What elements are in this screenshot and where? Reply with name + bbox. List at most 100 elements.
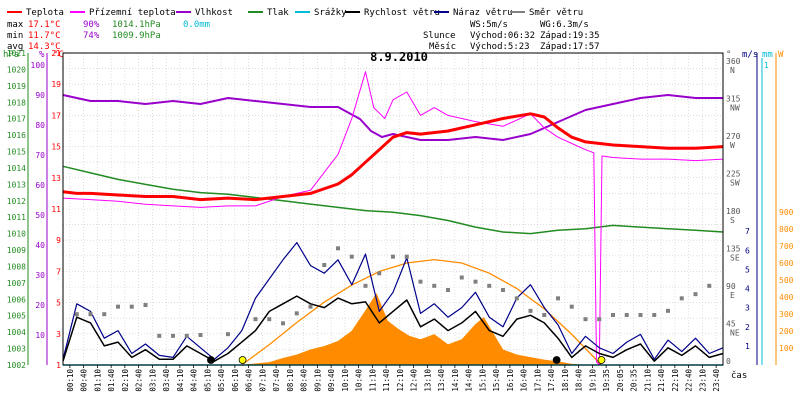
series-wind-dir-point bbox=[473, 279, 478, 284]
x-tick-label: 10:10 bbox=[341, 369, 350, 392]
legend: Teplota Přízemní teplota Vlhkost Tlak Srážky… bbox=[7, 8, 583, 18]
x-tick-label: 12:40 bbox=[410, 369, 419, 392]
x-tick-label: 04:40 bbox=[190, 369, 199, 392]
axis-pct-label: % bbox=[39, 50, 45, 60]
axis-temp-tick: 11 bbox=[51, 205, 61, 214]
axis-hpa-label: hPa bbox=[3, 50, 19, 60]
x-tick-label: 02:40 bbox=[135, 369, 144, 392]
series-wind-dir-point bbox=[253, 317, 258, 322]
series-radiation-area bbox=[241, 293, 586, 366]
stats-max-hum: 90% bbox=[83, 20, 100, 30]
axis-w-tick: 500 bbox=[779, 276, 794, 285]
axis-dir-tick: 270 bbox=[726, 132, 741, 141]
axis-mm-tick: 1 bbox=[764, 61, 769, 70]
sun-marker bbox=[238, 356, 247, 364]
axis-dir-tick: 135 bbox=[726, 245, 741, 254]
x-tick-label: 13:10 bbox=[423, 369, 432, 392]
x-tick-label: 09:40 bbox=[327, 369, 336, 392]
series-wind-dir-point bbox=[597, 317, 602, 322]
series-wind-dir-point bbox=[638, 313, 643, 317]
axis-hpa-tick: 1012 bbox=[7, 197, 26, 206]
axis-ms-tick: 1 bbox=[745, 342, 750, 351]
axis-w-tick: 400 bbox=[779, 293, 794, 302]
x-tick-label: 13:40 bbox=[437, 369, 446, 392]
axis-pct-tick: 80 bbox=[35, 121, 45, 130]
info-ws: WS:5m/s bbox=[470, 20, 508, 30]
axis-ms-tick: 3 bbox=[745, 304, 750, 313]
x-tick-label: 20:05 bbox=[616, 369, 625, 392]
series-wind-dir-point bbox=[501, 288, 505, 292]
stats-max-press: 1014.1hPa bbox=[112, 20, 161, 30]
axis-dir-name: W bbox=[730, 141, 735, 150]
moon-marker bbox=[552, 356, 561, 364]
x-tick-label: 12:10 bbox=[396, 369, 405, 392]
x-tick-label: 23:40 bbox=[712, 369, 721, 392]
axis-pct-tick: 50 bbox=[35, 211, 45, 220]
x-tick-label: 00:10 bbox=[66, 369, 75, 392]
stats-min-hum: 74% bbox=[83, 31, 100, 41]
series-wind-dir-point bbox=[294, 311, 299, 316]
series-wind-dir-point bbox=[336, 246, 340, 251]
axis-dir-name: E bbox=[730, 291, 735, 300]
series-wind-dir-point bbox=[116, 304, 120, 309]
moon-marker bbox=[207, 356, 215, 364]
series-wind-dir-point bbox=[226, 332, 230, 337]
x-axis: 00:10 00:40 01:10 01:40 02:10 02:40 03:10 03:40… bbox=[66, 365, 747, 392]
info-sunset: Západ:19:35 bbox=[540, 31, 600, 41]
axis-hpa-tick: 1007 bbox=[7, 279, 26, 288]
legend-label: Směr větru bbox=[529, 8, 583, 18]
series-line-teplota bbox=[62, 112, 724, 202]
axis-ms-tick: 7 bbox=[745, 227, 750, 236]
x-tick-label: 14:10 bbox=[451, 369, 460, 392]
x-tick-label: 15:10 bbox=[478, 369, 487, 392]
series-wind-dir-point bbox=[542, 313, 547, 317]
series-line-n-raz-v-tru bbox=[62, 242, 724, 360]
axis-dir-name: NE bbox=[730, 329, 740, 338]
series-wind-dir-point bbox=[363, 283, 368, 288]
axis-w-tick: 700 bbox=[779, 242, 794, 251]
series-wind-dir-point bbox=[308, 304, 313, 309]
stats-panel: max 17.1°C 90% 1014.1hPa 0.0mm min 11.7°… bbox=[7, 20, 210, 52]
stats-max-rain: 0.0mm bbox=[183, 20, 210, 30]
axis-temp-tick: 1 bbox=[56, 361, 61, 370]
series-wind-dir-point bbox=[556, 296, 560, 301]
x-tick-label: 22:40 bbox=[685, 369, 694, 392]
axis-hpa-tick: 1019 bbox=[7, 82, 26, 91]
series-radiation-theory bbox=[241, 258, 602, 366]
x-tick-label: 03:10 bbox=[148, 369, 157, 392]
axis-hpa-tick: 1020 bbox=[7, 65, 26, 74]
series-line-tlak bbox=[62, 165, 724, 235]
legend-label: Náraz větru bbox=[453, 8, 513, 18]
series-wind-dir-point bbox=[446, 288, 450, 292]
axis-dir-tick: 360 bbox=[726, 57, 741, 66]
x-tick-label: 18:40 bbox=[575, 369, 584, 392]
info-wg: WG:6.3m/s bbox=[540, 20, 589, 30]
axis-w-tick: 600 bbox=[779, 259, 794, 268]
axis-w-label: W bbox=[778, 50, 784, 60]
axis-hpa-tick: 1013 bbox=[7, 180, 26, 189]
legend-label: Srážky bbox=[314, 8, 347, 18]
x-tick-label: 09:10 bbox=[313, 369, 322, 392]
axis-dir-name: N bbox=[730, 66, 735, 75]
axis-dir-name: SE bbox=[730, 254, 740, 263]
stats-max-temp: 17.1°C bbox=[28, 20, 61, 30]
axis-hpa-tick: 1018 bbox=[7, 98, 26, 107]
axis-ms-label: m/s bbox=[742, 50, 758, 60]
series-wind-dir-point bbox=[624, 313, 629, 317]
axis-temp-tick: 19 bbox=[51, 80, 61, 89]
axis-temp-tick: 7 bbox=[56, 267, 61, 276]
plot-frame bbox=[62, 52, 724, 366]
x-tick-label: 11:10 bbox=[368, 369, 377, 392]
x-tick-label: 07:10 bbox=[258, 369, 267, 392]
axis-hpa-tick: 1014 bbox=[7, 164, 26, 173]
axis-dir-tick: 0 bbox=[726, 357, 731, 366]
axis-pct-tick: 100 bbox=[31, 61, 46, 70]
axis-temp-tick: 15 bbox=[51, 143, 61, 152]
axis-w-tick: 300 bbox=[779, 310, 794, 319]
axis-pct-tick: 90 bbox=[35, 91, 45, 100]
series-wind-dir-point bbox=[652, 313, 657, 317]
series-line-rychlost-v-tru bbox=[62, 295, 724, 362]
axis-temp-tick: 21 bbox=[51, 49, 61, 58]
series-wind-dir-point bbox=[404, 254, 409, 259]
x-tick-label: 06:40 bbox=[245, 369, 254, 392]
